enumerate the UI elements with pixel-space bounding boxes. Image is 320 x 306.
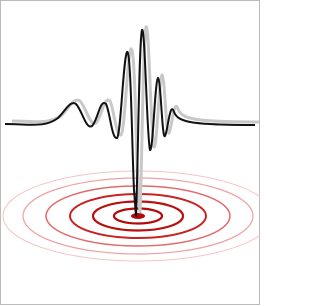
page — [0, 0, 260, 306]
epicenter — [131, 213, 145, 219]
seismic-illustration — [0, 0, 260, 306]
frame — [1, 1, 260, 305]
